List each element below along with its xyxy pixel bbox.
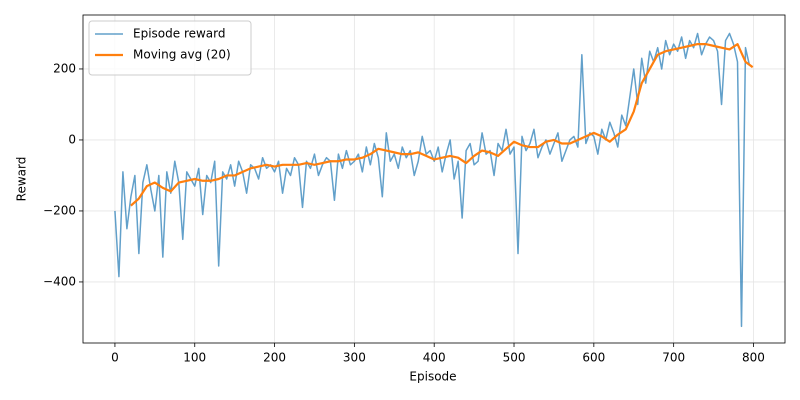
x-tick-label: 700 [662,351,685,365]
x-tick-label: 800 [742,351,765,365]
legend-box [88,20,252,76]
y-tick-label: −400 [43,274,76,288]
x-tick-label: 300 [343,351,366,365]
series-line [114,32,751,328]
legend-label: Episode reward [133,27,226,41]
y-tick-label: 200 [53,61,76,75]
x-tick-label: 100 [183,351,206,365]
x-tick-label: 0 [111,351,119,365]
legend-label: Moving avg (20) [133,48,231,62]
x-tick-label: 400 [423,351,446,365]
y-axis-label: Reward [15,157,29,202]
x-tick-label: 500 [503,351,526,365]
y-tick-label: −200 [43,203,76,217]
x-tick-label: 600 [582,351,605,365]
x-tick-label: 200 [263,351,286,365]
legend: Episode reward Moving avg (20) [88,20,252,76]
x-axis-label: Episode [409,370,456,384]
y-tick-label: 0 [68,132,76,146]
series-line [130,43,754,207]
plot-frame [82,14,786,344]
